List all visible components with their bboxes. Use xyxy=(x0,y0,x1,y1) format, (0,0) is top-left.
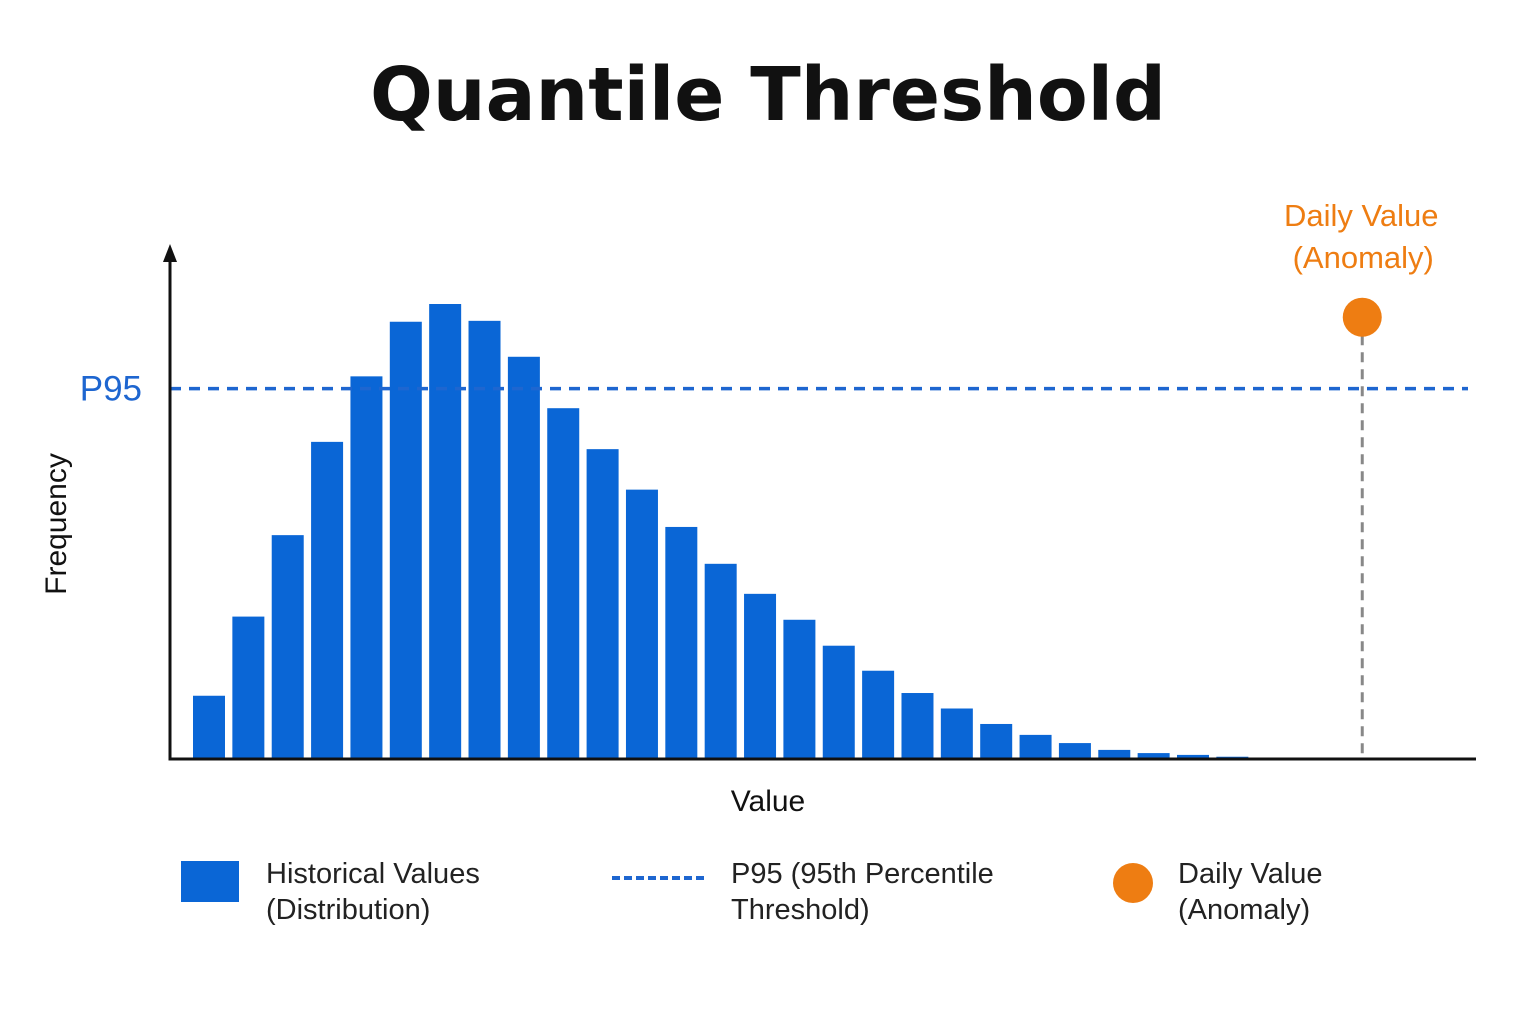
histogram-bar xyxy=(744,593,777,759)
histogram-bar xyxy=(468,320,501,759)
chart-title: Quantile Threshold xyxy=(369,52,1166,138)
histogram-bar xyxy=(586,449,619,759)
legend-daily-line1: Daily Value xyxy=(1178,858,1323,890)
histogram-bar xyxy=(1137,753,1170,759)
threshold-and-anomaly xyxy=(170,297,1468,759)
legend-historical-line2: (Distribution) xyxy=(266,894,431,926)
histogram-bar xyxy=(1098,749,1131,759)
histogram-bar xyxy=(1177,754,1209,759)
histogram-bar xyxy=(862,670,895,759)
histogram-bar xyxy=(901,693,934,759)
legend-historical-label: Historical Values (Distribution) xyxy=(266,856,566,928)
histogram-bar xyxy=(665,526,698,759)
axis-labels: P95 Frequency Value Daily Value (Anomaly) xyxy=(40,198,1439,818)
histogram-bar xyxy=(1058,743,1091,759)
legend-historical-swatch xyxy=(181,861,239,902)
legend-daily-line2: (Anomaly) xyxy=(1178,894,1311,926)
p95-label: P95 xyxy=(80,370,142,409)
histogram-bar xyxy=(822,645,855,759)
histogram-bars xyxy=(193,304,1249,759)
legend-p95-swatch xyxy=(612,876,704,880)
histogram-bar xyxy=(507,356,540,759)
legend-daily-swatch xyxy=(1113,863,1153,903)
x-axis-label: Value xyxy=(731,785,806,818)
legend-p95-line2: Threshold) xyxy=(731,894,870,926)
legend-p95-line1: P95 (95th Percentile xyxy=(731,858,994,890)
histogram-bar xyxy=(980,723,1013,759)
histogram-bar xyxy=(193,695,225,759)
histogram-bar xyxy=(940,708,973,759)
histogram-bar xyxy=(547,408,580,759)
histogram-bar xyxy=(389,321,422,759)
legend-historical-line1: Historical Values xyxy=(266,858,480,890)
histogram-bar xyxy=(232,616,265,759)
histogram-bar xyxy=(271,535,304,759)
histogram-bar xyxy=(783,619,816,759)
legend-p95-label: P95 (95th Percentile Threshold) xyxy=(731,856,1031,928)
histogram-bar xyxy=(350,376,383,759)
anomaly-point xyxy=(1342,297,1382,337)
histogram-bar xyxy=(429,304,462,759)
legend-daily-label: Daily Value (Anomaly) xyxy=(1178,856,1478,928)
y-axis-arrow xyxy=(163,244,177,262)
anomaly-label-line1: Daily Value xyxy=(1284,198,1439,233)
y-axis-label: Frequency xyxy=(40,453,73,595)
histogram-bar xyxy=(704,563,737,759)
anomaly-label-line2: (Anomaly) xyxy=(1293,240,1434,275)
histogram-bar xyxy=(311,441,344,759)
histogram-bar xyxy=(1019,734,1052,759)
axes xyxy=(163,244,1476,761)
histogram-bar xyxy=(625,489,658,759)
